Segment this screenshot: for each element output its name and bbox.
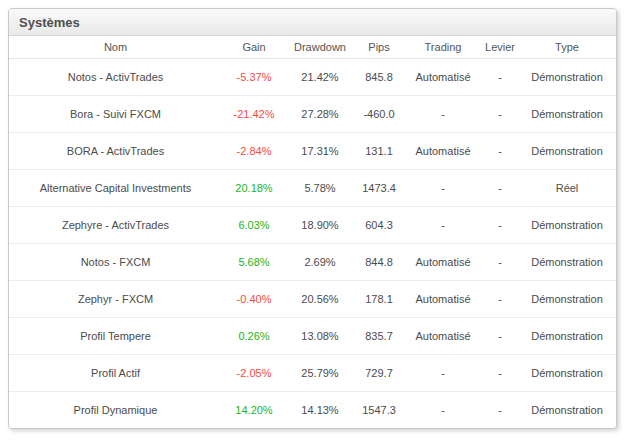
table-row[interactable]: Notos - FXCM 5.68% 2.69% 844.8 Automatis…	[9, 243, 616, 280]
trading-value: -	[404, 391, 482, 428]
table-row[interactable]: Profil Actif -2.05% 25.79% 729.7 - - Dém…	[9, 354, 616, 391]
gain-value: -2.05%	[222, 354, 286, 391]
trading-value: -	[404, 354, 482, 391]
col-header-trading: Trading	[404, 36, 482, 58]
drawdown-value: 20.56%	[286, 280, 354, 317]
table-row[interactable]: Alternative Capital Investments 20.18% 5…	[9, 169, 616, 206]
gain-value: -21.42%	[222, 95, 286, 132]
drawdown-value: 21.42%	[286, 58, 354, 95]
pips-value: 1473.4	[354, 169, 404, 206]
system-name[interactable]: Zephyr - FXCM	[9, 280, 222, 317]
table-row[interactable]: Profil Tempere 0.26% 13.08% 835.7 Automa…	[9, 317, 616, 354]
system-name[interactable]: Notos - FXCM	[9, 243, 222, 280]
trading-value: Automatisé	[404, 132, 482, 169]
system-name[interactable]: Zephyre - ActivTrades	[9, 206, 222, 243]
type-value: Réel	[518, 169, 616, 206]
systems-table: Nom Gain Drawdown Pips Trading Levier Ty…	[9, 36, 616, 428]
table-row[interactable]: Profil Dynamique 14.20% 14.13% 1547.3 - …	[9, 391, 616, 428]
system-name[interactable]: Profil Tempere	[9, 317, 222, 354]
systems-panel: Systèmes Nom Gain Drawdown Pips Trading …	[8, 8, 617, 429]
drawdown-value: 14.13%	[286, 391, 354, 428]
levier-value: -	[482, 206, 518, 243]
table-row[interactable]: Zephyre - ActivTrades 6.03% 18.90% 604.3…	[9, 206, 616, 243]
trading-value: -	[404, 169, 482, 206]
panel-title: Systèmes	[9, 9, 616, 36]
type-value: Démonstration	[518, 132, 616, 169]
gain-value: 0.26%	[222, 317, 286, 354]
pips-value: 845.8	[354, 58, 404, 95]
drawdown-value: 13.08%	[286, 317, 354, 354]
col-header-type: Type	[518, 36, 616, 58]
type-value: Démonstration	[518, 317, 616, 354]
gain-value: 5.68%	[222, 243, 286, 280]
levier-value: -	[482, 95, 518, 132]
type-value: Démonstration	[518, 206, 616, 243]
trading-value: Automatisé	[404, 58, 482, 95]
levier-value: -	[482, 317, 518, 354]
pips-value: -460.0	[354, 95, 404, 132]
gain-value: 20.18%	[222, 169, 286, 206]
drawdown-value: 5.78%	[286, 169, 354, 206]
type-value: Démonstration	[518, 280, 616, 317]
pips-value: 844.8	[354, 243, 404, 280]
system-name[interactable]: BORA - ActivTrades	[9, 132, 222, 169]
gain-value: 6.03%	[222, 206, 286, 243]
trading-value: Automatisé	[404, 317, 482, 354]
pips-value: 604.3	[354, 206, 404, 243]
col-header-nom: Nom	[9, 36, 222, 58]
levier-value: -	[482, 243, 518, 280]
trading-value: Automatisé	[404, 243, 482, 280]
gain-value: 14.20%	[222, 391, 286, 428]
trading-value: -	[404, 95, 482, 132]
levier-value: -	[482, 58, 518, 95]
type-value: Démonstration	[518, 354, 616, 391]
levier-value: -	[482, 280, 518, 317]
table-row[interactable]: Notos - ActivTrades -5.37% 21.42% 845.8 …	[9, 58, 616, 95]
drawdown-value: 2.69%	[286, 243, 354, 280]
drawdown-value: 25.79%	[286, 354, 354, 391]
system-name[interactable]: Bora - Suivi FXCM	[9, 95, 222, 132]
system-name[interactable]: Profil Actif	[9, 354, 222, 391]
pips-value: 131.1	[354, 132, 404, 169]
drawdown-value: 27.28%	[286, 95, 354, 132]
levier-value: -	[482, 132, 518, 169]
system-name[interactable]: Alternative Capital Investments	[9, 169, 222, 206]
pips-value: 835.7	[354, 317, 404, 354]
table-row[interactable]: BORA - ActivTrades -2.84% 17.31% 131.1 A…	[9, 132, 616, 169]
col-header-gain: Gain	[222, 36, 286, 58]
trading-value: Automatisé	[404, 280, 482, 317]
pips-value: 1547.3	[354, 391, 404, 428]
type-value: Démonstration	[518, 243, 616, 280]
levier-value: -	[482, 169, 518, 206]
levier-value: -	[482, 391, 518, 428]
pips-value: 729.7	[354, 354, 404, 391]
table-header-row: Nom Gain Drawdown Pips Trading Levier Ty…	[9, 36, 616, 58]
table-row[interactable]: Bora - Suivi FXCM -21.42% 27.28% -460.0 …	[9, 95, 616, 132]
pips-value: 178.1	[354, 280, 404, 317]
system-name[interactable]: Profil Dynamique	[9, 391, 222, 428]
gain-value: -0.40%	[222, 280, 286, 317]
levier-value: -	[482, 354, 518, 391]
type-value: Démonstration	[518, 58, 616, 95]
col-header-drawdown: Drawdown	[286, 36, 354, 58]
drawdown-value: 18.90%	[286, 206, 354, 243]
col-header-pips: Pips	[354, 36, 404, 58]
table-row[interactable]: Zephyr - FXCM -0.40% 20.56% 178.1 Automa…	[9, 280, 616, 317]
system-name[interactable]: Notos - ActivTrades	[9, 58, 222, 95]
drawdown-value: 17.31%	[286, 132, 354, 169]
type-value: Démonstration	[518, 95, 616, 132]
gain-value: -2.84%	[222, 132, 286, 169]
gain-value: -5.37%	[222, 58, 286, 95]
type-value: Démonstration	[518, 391, 616, 428]
trading-value: -	[404, 206, 482, 243]
col-header-levier: Levier	[482, 36, 518, 58]
